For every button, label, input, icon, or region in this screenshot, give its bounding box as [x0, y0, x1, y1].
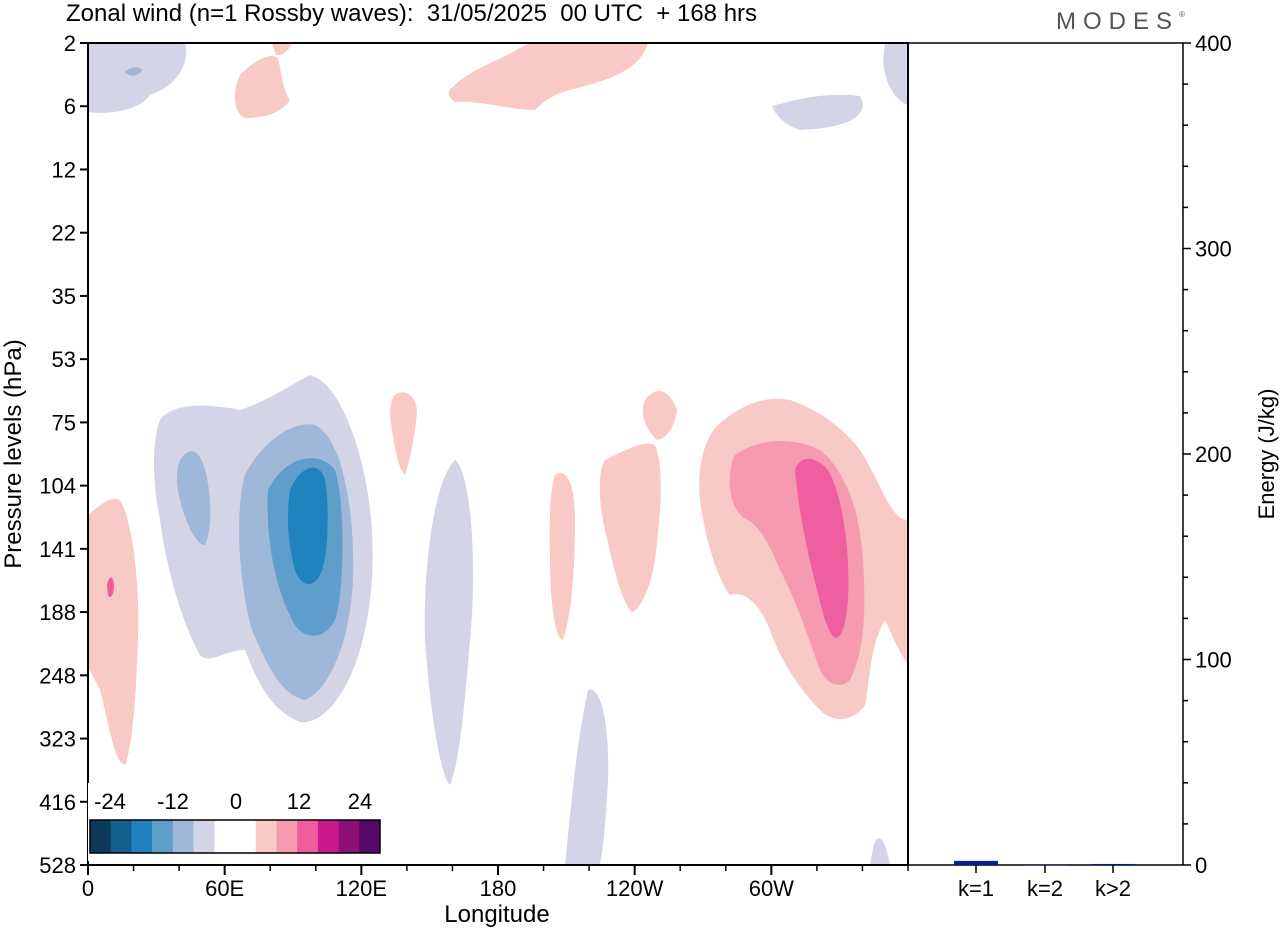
- energy-category-label: k=2: [1027, 876, 1063, 901]
- energy-bar: [1091, 863, 1135, 865]
- energy-category-label: k>2: [1095, 876, 1131, 901]
- colorbar-legend: -24 -12 0 12 24: [88, 783, 382, 861]
- colorbar-tick-label: 0: [230, 789, 242, 814]
- colorbar-swatch: [152, 820, 174, 853]
- colorbar-tick-label: 24: [348, 789, 372, 814]
- colorbar-swatch: [90, 820, 112, 853]
- energy-bars: k=1 k=2 k>2: [954, 860, 1135, 901]
- colorbar-swatch: [338, 820, 360, 853]
- modes-logo: MODES®: [1056, 8, 1185, 36]
- pressure-tick-label: 188: [39, 600, 76, 625]
- contour-pos-top-a-tip: [272, 43, 292, 56]
- pressure-tick-label: 248: [39, 663, 76, 688]
- colorbar-swatch: [214, 820, 236, 853]
- colorbar-swatch: [255, 820, 277, 853]
- contour-neg-small-blob: [177, 451, 211, 545]
- y-axis-label: Pressure levels (hPa): [0, 339, 27, 568]
- pressure-tick-label: 12: [52, 157, 76, 182]
- colorbar-swatch: [235, 820, 257, 853]
- longitude-tick-label: 120W: [606, 876, 664, 901]
- pressure-tick-label: 323: [39, 727, 76, 752]
- energy-tick-label: 100: [1195, 648, 1232, 673]
- colorbar-swatch: [297, 820, 319, 853]
- contour-pos-main-core: [795, 458, 849, 638]
- colorbar-swatch: [359, 820, 381, 853]
- pressure-tick-label: 53: [52, 347, 76, 372]
- colorbar-swatch: [193, 820, 215, 853]
- contour-pos-top-a: [234, 55, 290, 118]
- contour-pos-small-a: [390, 392, 417, 475]
- energy-axis-label: Energy (J/kg): [1254, 389, 1279, 520]
- pressure-tick-label: 528: [39, 853, 76, 878]
- pressure-tick-label: 6: [64, 94, 76, 119]
- energy-bar: [954, 860, 998, 865]
- pressure-tick-label: 416: [39, 790, 76, 815]
- colorbar-frame: [89, 819, 381, 854]
- logo-text: MODES: [1056, 8, 1180, 35]
- contour-pos-left-strip: [88, 498, 139, 765]
- contour-neg-main-core: [287, 467, 328, 585]
- energy-category-label: k=1: [958, 876, 994, 901]
- contour-neg-top-left: [88, 43, 187, 113]
- energy-tick-label: 0: [1195, 853, 1207, 878]
- contour-neg-top-right: [772, 94, 863, 130]
- colorbar-tick-label: -12: [157, 789, 189, 814]
- contour-neg-top-edge: [883, 43, 908, 105]
- longitude-axis: 0 60E 120E 180 120W 60W: [82, 865, 909, 901]
- contour-pos-mid-b: [599, 443, 661, 612]
- contour-field: [88, 43, 908, 865]
- longitude-tick-label: 0: [82, 876, 94, 901]
- colorbar-swatch: [276, 820, 298, 853]
- longitude-tick-label: 180: [480, 876, 517, 901]
- longitude-tick-label: 60W: [749, 876, 794, 901]
- contour-pos-left-dot: [107, 577, 114, 597]
- pressure-tick-label: 104: [39, 474, 76, 499]
- contour-neg-top-left-core: [125, 67, 142, 76]
- logo-registered-mark: ®: [1179, 10, 1185, 19]
- colorbar-swatch: [131, 820, 153, 853]
- x-axis-label: Longitude: [444, 901, 549, 928]
- contour-pos-small-b: [642, 390, 677, 440]
- pressure-tick-label: 22: [52, 221, 76, 246]
- pressure-tick-label: 75: [52, 410, 76, 435]
- pressure-tick-label: 35: [52, 284, 76, 309]
- energy-tick-label: 300: [1195, 237, 1232, 262]
- pressure-tick-label: 2: [64, 31, 76, 56]
- colorbar-swatch: [317, 820, 339, 853]
- energy-tick-label: 200: [1195, 442, 1232, 467]
- energy-axis: 0 100 200 300 400: [1183, 31, 1232, 878]
- colorbar-tick-label: -24: [94, 789, 126, 814]
- contour-neg-bottom-right: [870, 838, 890, 865]
- longitude-tick-label: 120E: [336, 876, 387, 901]
- contour-pos-mid-a: [549, 473, 575, 640]
- colorbar-swatch: [172, 820, 194, 853]
- longitude-tick-label: 60E: [205, 876, 244, 901]
- colorbar-tick-label: 12: [287, 789, 311, 814]
- contour-neg-strip-lower: [565, 689, 609, 865]
- pressure-axis: 2 6 12 22 35 53 75 104 141 188 248 323 416 528: [39, 31, 88, 878]
- pressure-tick-label: 141: [39, 537, 76, 562]
- energy-tick-label: 400: [1195, 31, 1232, 56]
- contour-pos-top-b: [448, 43, 648, 110]
- colorbar-swatch: [110, 820, 132, 853]
- contour-neg-strip-180: [424, 460, 474, 785]
- chart-title: Zonal wind (n=1 Rossby waves): 31/05/202…: [66, 0, 758, 27]
